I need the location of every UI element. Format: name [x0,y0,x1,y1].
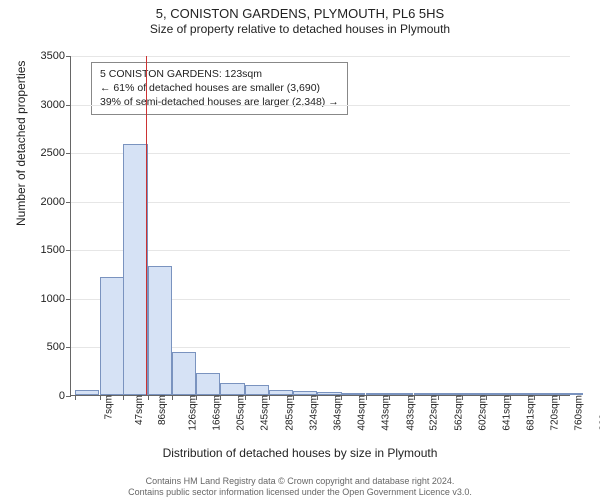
chart-info-box: 5 CONISTON GARDENS: 123sqm← 61% of detac… [91,62,348,115]
y-tick-mark [66,153,71,154]
info-box-line: 39% of semi-detached houses are larger (… [100,95,339,109]
histogram-bar [220,383,244,395]
y-tick-label: 2500 [41,147,65,159]
footer-line-1: Contains HM Land Registry data © Crown c… [0,476,600,487]
x-tick-label: 7sqm [104,395,115,419]
y-tick-label: 500 [47,341,65,353]
y-tick-mark [66,396,71,397]
x-tick-label: 205sqm [236,395,247,431]
x-tick-label: 602sqm [478,395,489,431]
x-tick-label: 47sqm [134,395,145,425]
chart-title-block: 5, CONISTON GARDENS, PLYMOUTH, PL6 5HS S… [0,0,600,37]
y-tick-label: 1500 [41,244,65,256]
x-tick-mark [534,395,535,400]
x-tick-label: 483sqm [405,395,416,431]
y-tick-label: 3000 [41,99,65,111]
y-tick-mark [66,250,71,251]
property-marker-line [146,56,147,395]
y-tick-mark [66,105,71,106]
y-tick-mark [66,56,71,57]
x-tick-mark [148,395,149,400]
info-box-line: ← 61% of detached houses are smaller (3,… [100,81,339,95]
x-tick-label: 562sqm [453,395,464,431]
histogram-bar [172,352,196,395]
y-tick-mark [66,347,71,348]
x-tick-label: 522sqm [429,395,440,431]
x-tick-mark [293,395,294,400]
histogram-bar [245,385,269,395]
x-tick-mark [196,395,197,400]
x-tick-mark [341,395,342,400]
x-tick-label: 641sqm [501,395,512,431]
x-tick-mark [414,395,415,400]
x-tick-label: 760sqm [574,395,585,431]
x-tick-label: 126sqm [187,395,198,431]
x-tick-mark [100,395,101,400]
histogram-bar [100,277,124,396]
x-axis-label: Distribution of detached houses by size … [0,446,600,460]
x-tick-mark [123,395,124,400]
x-tick-label: 720sqm [550,395,561,431]
x-tick-label: 404sqm [357,395,368,431]
histogram-bar [75,390,99,395]
y-tick-mark [66,202,71,203]
x-tick-mark [269,395,270,400]
chart-title-main: 5, CONISTON GARDENS, PLYMOUTH, PL6 5HS [0,6,600,22]
x-tick-label: 166sqm [212,395,223,431]
info-box-line: 5 CONISTON GARDENS: 123sqm [100,67,339,81]
y-axis-label: Number of detached properties [14,61,28,226]
histogram-bar [196,373,220,395]
x-tick-mark [172,395,173,400]
x-tick-label: 681sqm [526,395,537,431]
x-tick-label: 443sqm [381,395,392,431]
x-tick-mark [438,395,439,400]
y-tick-label: 0 [59,390,65,402]
x-tick-label: 86sqm [157,395,168,425]
x-tick-mark [559,395,560,400]
x-tick-mark [220,395,221,400]
x-tick-label: 245sqm [260,395,271,431]
x-tick-mark [389,395,390,400]
histogram-bar [148,266,172,395]
x-tick-mark [486,395,487,400]
chart-plot-area: 5 CONISTON GARDENS: 123sqm← 61% of detac… [70,56,570,396]
histogram-bar [123,144,147,395]
chart-footer: Contains HM Land Registry data © Crown c… [0,476,600,499]
x-tick-label: 364sqm [333,395,344,431]
x-tick-mark [317,395,318,400]
y-tick-mark [66,299,71,300]
x-tick-mark [510,395,511,400]
x-tick-label: 324sqm [308,395,319,431]
footer-line-2: Contains public sector information licen… [0,487,600,498]
y-tick-label: 2000 [41,196,65,208]
chart-title-sub: Size of property relative to detached ho… [0,22,600,37]
y-tick-label: 1000 [41,293,65,305]
x-tick-mark [245,395,246,400]
x-tick-mark [75,395,76,400]
y-tick-label: 3500 [41,50,65,62]
x-tick-mark [462,395,463,400]
x-tick-mark [366,395,367,400]
x-tick-label: 285sqm [284,395,295,431]
